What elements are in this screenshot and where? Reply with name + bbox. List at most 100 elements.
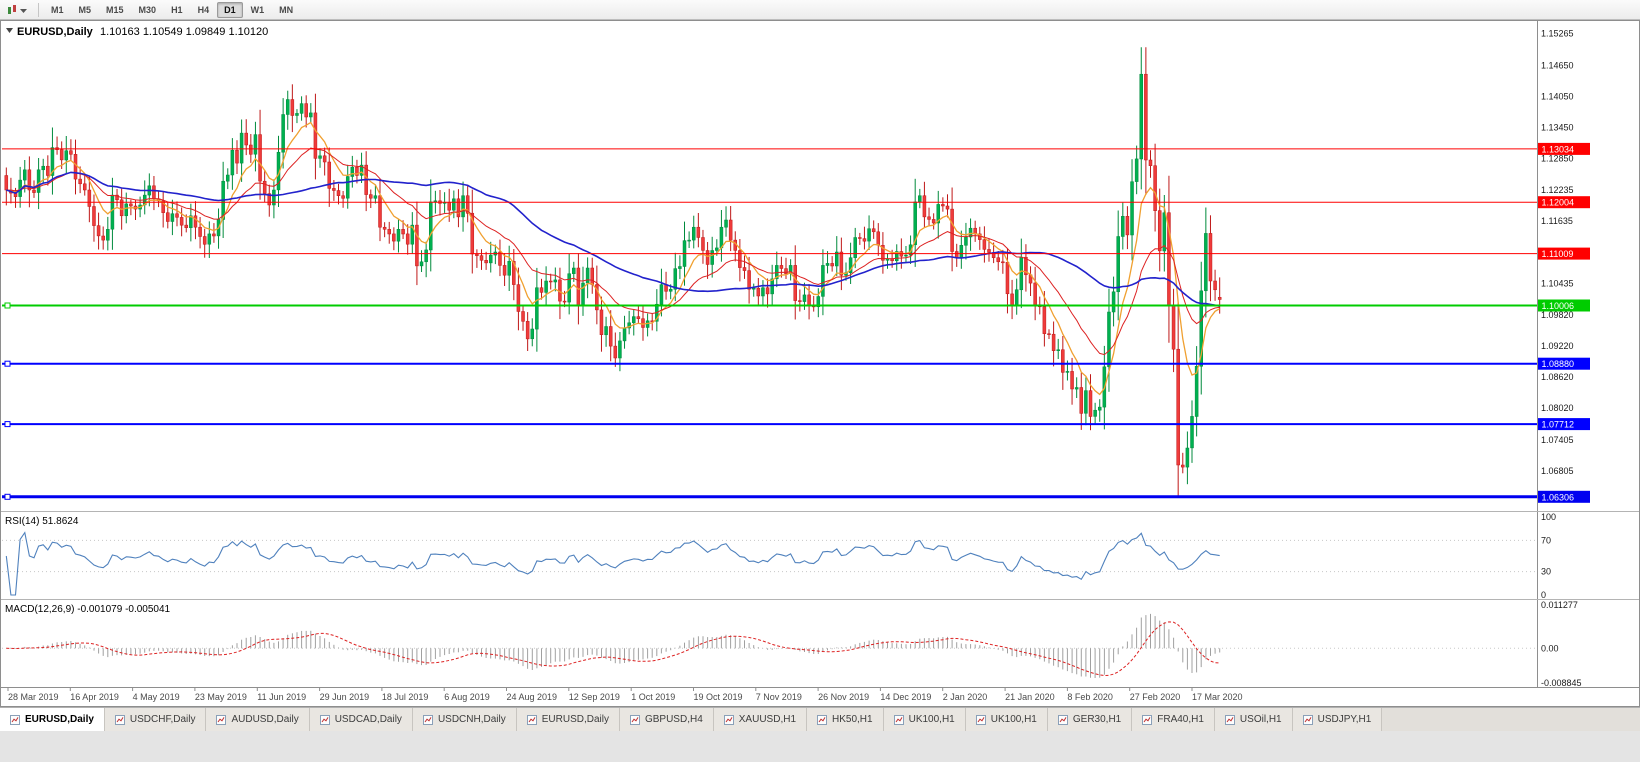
svg-text:0.011277: 0.011277 — [1541, 600, 1578, 610]
chart-tab-usoil-h1[interactable]: USOil,H1 — [1214, 708, 1293, 731]
chart-tab-icon — [422, 714, 433, 725]
svg-text:1.10006: 1.10006 — [1542, 301, 1575, 311]
timeframe-button-m1[interactable]: M1 — [51, 4, 64, 15]
rsi-panel: 100 70 30 0 — [2, 512, 1556, 600]
svg-text:1.11635: 1.11635 — [1541, 216, 1573, 226]
svg-text:21 Jan 2020: 21 Jan 2020 — [1005, 692, 1055, 702]
chart-tab-icon — [319, 714, 330, 725]
chart-tab-xauusd-h1[interactable]: XAUUSD,H1 — [713, 708, 808, 731]
svg-text:18 Jul 2019: 18 Jul 2019 — [382, 692, 429, 702]
price-tag — [1538, 196, 1590, 209]
chart-tab-fra40-h1[interactable]: FRA40,H1 — [1132, 708, 1215, 731]
collapse-chart-arrow-icon[interactable] — [6, 28, 13, 33]
svg-text:30: 30 — [1541, 567, 1551, 577]
chart-tab-label: UK100,H1 — [990, 714, 1037, 725]
timeframe-buttons: M1 M5 M15 M30 H1 H4 D1 W1 MN — [44, 1, 300, 18]
svg-text:1.07712: 1.07712 — [1542, 420, 1575, 430]
chart-title-ohlc: 1.10163 1.10549 1.09849 1.10120 — [100, 26, 268, 38]
chart-tab-icon — [1142, 714, 1153, 725]
chart-tab-label: FRA40,H1 — [1157, 714, 1204, 725]
price-tag — [1538, 490, 1590, 503]
chart-tab-icon — [216, 714, 227, 725]
chart-tab-usdcad-daily[interactable]: USDCAD,Daily — [309, 708, 413, 731]
svg-text:1.13450: 1.13450 — [1541, 122, 1574, 132]
svg-text:4 May 2019: 4 May 2019 — [133, 692, 180, 702]
line-handle[interactable] — [4, 493, 11, 500]
svg-text:1.12004: 1.12004 — [1542, 198, 1575, 208]
chart-tab-gbpusd-h4[interactable]: GBPUSD,H4 — [619, 708, 714, 731]
line-handle[interactable] — [4, 302, 11, 309]
svg-text:1.12850: 1.12850 — [1541, 153, 1574, 163]
chart-tab-icon — [817, 714, 828, 725]
timeframe-button-h1[interactable]: H1 — [171, 4, 183, 15]
timeframe-button-m15[interactable]: M15 — [106, 4, 124, 15]
svg-text:16 Apr 2019: 16 Apr 2019 — [70, 692, 119, 702]
svg-text:1.08880: 1.08880 — [1542, 359, 1575, 369]
svg-text:1 Oct 2019: 1 Oct 2019 — [631, 692, 675, 702]
svg-text:12 Sep 2019: 12 Sep 2019 — [569, 692, 620, 702]
svg-text:1.11009: 1.11009 — [1542, 249, 1574, 259]
chart-tab-label: XAUUSD,H1 — [738, 714, 797, 725]
chart-tab-label: USDJPY,H1 — [1317, 714, 1372, 725]
price-tag — [1538, 142, 1590, 155]
chart-tab-uk100-h1[interactable]: UK100,H1 — [965, 708, 1048, 731]
chart-tab-label: AUDUSD,Daily — [231, 714, 299, 725]
svg-text:1.06805: 1.06805 — [1541, 466, 1574, 476]
rsi-line — [5, 531, 1220, 596]
chart-tab-label: HK50,H1 — [832, 714, 873, 725]
svg-text:24 Aug 2019: 24 Aug 2019 — [507, 692, 558, 702]
svg-text:7 Nov 2019: 7 Nov 2019 — [756, 692, 802, 702]
horizontal-levels[interactable]: 1.13034 1.12004 1.11009 1.10006 1.08880 1.077… — [2, 142, 1590, 503]
chart-tab-label: GBPUSD,H4 — [644, 714, 703, 725]
svg-text:1.14050: 1.14050 — [1541, 91, 1574, 101]
svg-text:11 Jun 2019: 11 Jun 2019 — [257, 692, 306, 702]
chart-tab-eurusd-daily[interactable]: EURUSD,Daily — [0, 708, 105, 731]
chart-tab-icon — [1302, 714, 1313, 725]
svg-text:1.07405: 1.07405 — [1541, 435, 1574, 445]
timeframe-button-m30[interactable]: M30 — [138, 4, 157, 15]
timeframe-button-h4[interactable]: H4 — [197, 4, 210, 15]
svg-text:17 Mar 2020: 17 Mar 2020 — [1192, 692, 1243, 702]
svg-text:-0.008845: -0.008845 — [1541, 678, 1582, 688]
date-axis: 28 Mar 2019 16 Apr 2019 4 May 2019 23 May 2… — [7, 687, 1243, 702]
chart-tab-usdcnh-daily[interactable]: USDCNH,Daily — [412, 708, 517, 731]
candlesticks — [4, 47, 1222, 496]
price-tag — [1538, 357, 1590, 370]
chart-tab-ger30-h1[interactable]: GER30,H1 — [1047, 708, 1133, 731]
chart-tab-eurusd-daily[interactable]: EURUSD,Daily — [516, 708, 620, 731]
chart-tab-label: EURUSD,Daily — [541, 714, 609, 725]
chart-type-selector[interactable] — [3, 2, 33, 18]
svg-text:23 May 2019: 23 May 2019 — [195, 692, 247, 702]
timeframe-button-mn[interactable]: MN — [279, 4, 294, 15]
chart-tab-uk100-h1[interactable]: UK100,H1 — [883, 708, 966, 731]
chart-tab-usdchf-daily[interactable]: USDCHF,Daily — [104, 708, 207, 731]
price-axis: 1.15265 1.14650 1.14050 1.13450 1.12850 1.122… — [0, 20, 1640, 688]
chart-tab-icon — [1057, 714, 1068, 725]
price-tag — [1538, 418, 1590, 431]
svg-text:1.06306: 1.06306 — [1542, 492, 1575, 502]
svg-text:70: 70 — [1541, 535, 1551, 545]
line-handle[interactable] — [4, 360, 11, 367]
svg-text:19 Oct 2019: 19 Oct 2019 — [694, 692, 743, 702]
chart-tab-label: USDCNH,Daily — [437, 714, 506, 725]
timeframe-button-d1[interactable]: D1 — [217, 1, 243, 18]
timeframe-button-w1[interactable]: W1 — [250, 4, 265, 15]
chart-tab-icon — [629, 714, 640, 725]
chart-tab-icon — [723, 714, 734, 725]
ma-line-ema21 — [6, 147, 1220, 356]
chart-tab-audusd-daily[interactable]: AUDUSD,Daily — [206, 708, 310, 731]
svg-text:1.14650: 1.14650 — [1541, 60, 1574, 70]
timeframe-button-m5[interactable]: M5 — [78, 4, 92, 15]
svg-text:26 Nov 2019: 26 Nov 2019 — [818, 692, 869, 702]
svg-text:27 Feb 2020: 27 Feb 2020 — [1130, 692, 1181, 702]
chart-tab-hk50-h1[interactable]: HK50,H1 — [807, 708, 884, 731]
chart-tab-label: EURUSD,Daily — [25, 714, 94, 725]
ma-line-ema8 — [6, 121, 1221, 396]
chart-tab-usdjpy-h1[interactable]: USDJPY,H1 — [1292, 708, 1383, 731]
svg-text:0: 0 — [1541, 590, 1546, 600]
chart-tab-label: USDCHF,Daily — [129, 714, 196, 725]
chart-canvas[interactable]: 100 70 30 0 0.011277 0.00 -0.008845 28 Mar 20… — [0, 20, 1640, 707]
line-handle[interactable] — [4, 421, 11, 428]
macd-signal-line — [6, 621, 1220, 677]
chart-tab-icon — [526, 714, 537, 725]
